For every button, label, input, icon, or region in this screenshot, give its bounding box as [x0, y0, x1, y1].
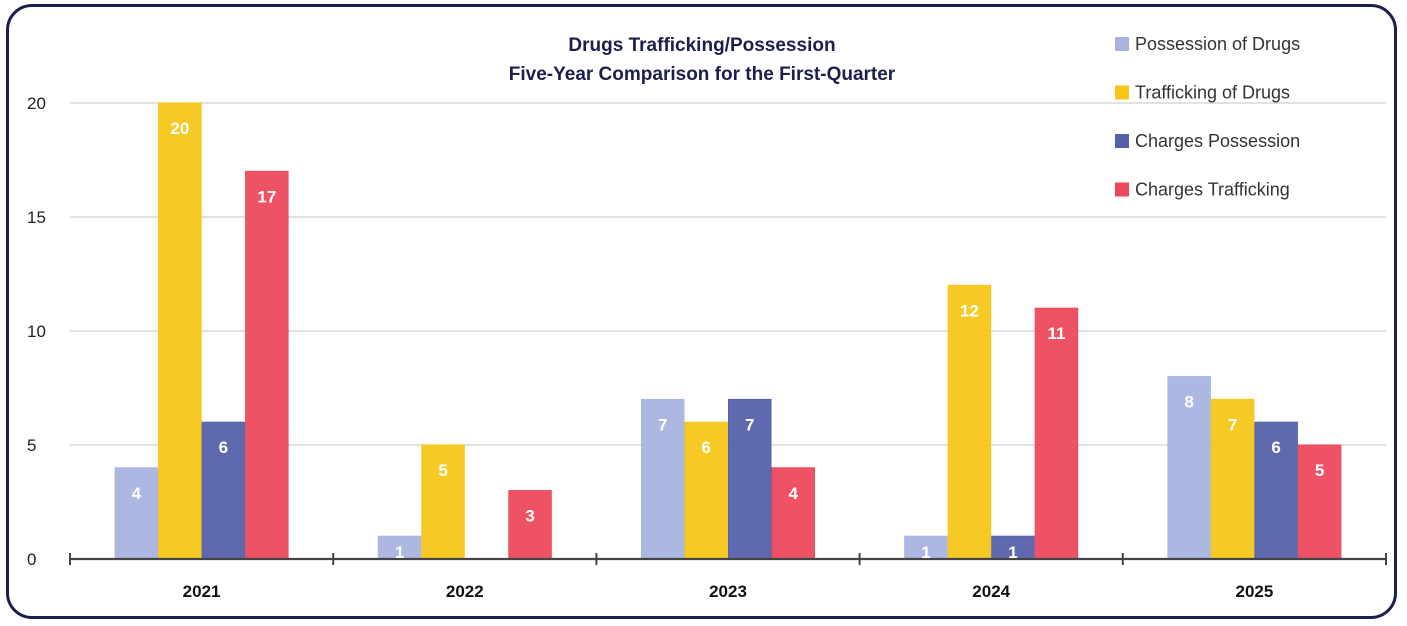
bar: [245, 170, 289, 560]
legend-label: Trafficking of Drugs: [1135, 83, 1290, 103]
x-tick-label: 2023: [709, 582, 747, 601]
data-label: 7: [1228, 415, 1237, 434]
chart-title-line-1: Drugs Trafficking/Possession: [568, 35, 835, 56]
bar: [728, 398, 772, 560]
data-label: 1: [921, 543, 930, 562]
legend-swatch: [1115, 85, 1129, 100]
bar: [947, 284, 992, 560]
x-axis-ticks: 2021 2022 2023 2024 2025: [183, 582, 1274, 601]
bar: [1297, 444, 1342, 560]
data-label: 3: [525, 507, 534, 526]
bar: [158, 102, 202, 560]
data-label: 7: [745, 415, 754, 434]
y-axis-ticks: 0 5 10 15 20: [27, 94, 46, 569]
bars: [114, 102, 1342, 560]
data-label: 11: [1047, 324, 1065, 343]
data-label: 6: [219, 438, 228, 457]
data-label: 6: [1271, 438, 1280, 457]
y-tick-label: 0: [27, 550, 36, 569]
legend-swatch: [1115, 182, 1129, 197]
y-tick-label: 10: [27, 322, 46, 341]
data-label: 12: [960, 301, 979, 320]
bar: [771, 467, 815, 560]
data-label: 8: [1184, 393, 1193, 412]
legend-label: Charges Trafficking: [1135, 180, 1290, 200]
data-label: 4: [789, 484, 799, 503]
x-tick-label: 2022: [446, 582, 484, 601]
bar: [1254, 421, 1298, 560]
data-label: 20: [170, 119, 189, 138]
x-tick-label: 2021: [183, 582, 221, 601]
data-label: 17: [257, 187, 276, 206]
data-label: 4: [132, 484, 142, 503]
data-label: 7: [658, 415, 667, 434]
data-label: 1: [1008, 543, 1017, 562]
data-label: 1: [395, 543, 404, 562]
bar: [1167, 376, 1211, 560]
bar: [1210, 398, 1255, 560]
x-tick-label: 2024: [972, 582, 1010, 601]
y-tick-label: 20: [27, 94, 46, 113]
legend-swatch: [1115, 37, 1129, 51]
chart-title-line-2: Five-Year Comparison for the First-Quart…: [509, 64, 896, 85]
axes: [69, 553, 1387, 565]
bar: [641, 398, 685, 560]
data-label: 5: [438, 461, 447, 480]
y-tick-label: 15: [27, 208, 46, 227]
data-label: 5: [1315, 461, 1324, 480]
legend-swatch: [1115, 134, 1129, 148]
y-tick-label: 5: [27, 436, 36, 455]
legend: Possession of Drugs Trafficking of Drugs C…: [1115, 34, 1300, 200]
data-label: 6: [702, 438, 711, 457]
bar: [201, 421, 246, 560]
x-tick-label: 2025: [1235, 582, 1273, 601]
bar: [508, 490, 552, 560]
bar: [114, 467, 159, 560]
bar: [1034, 307, 1079, 560]
legend-label: Charges Possession: [1135, 131, 1300, 151]
legend-label: Possession of Drugs: [1135, 34, 1300, 54]
bar: [421, 444, 465, 560]
